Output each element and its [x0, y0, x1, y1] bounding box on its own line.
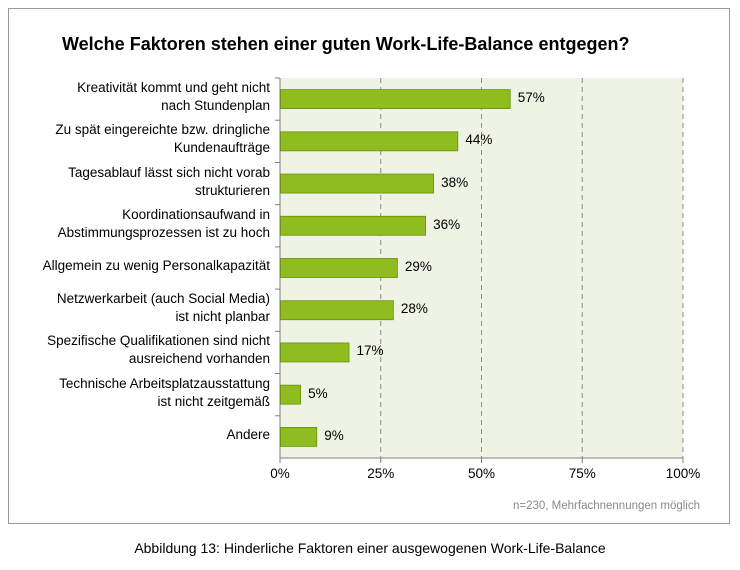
- x-tick-label: 50%: [467, 466, 496, 481]
- category-label: Zu spät eingereichte bzw. dringliche Kun…: [55, 122, 270, 156]
- category-label: Technische Arbeitsplatzausstattung ist n…: [59, 375, 270, 409]
- bar: [280, 173, 435, 194]
- figure-caption: Abbildung 13: Hinderliche Faktoren einer…: [134, 540, 606, 556]
- footnote: n=230, Mehrfachnennungen möglich: [512, 500, 700, 512]
- value-label: 36%: [433, 216, 461, 232]
- value-label: 28%: [400, 301, 428, 317]
- value-label: 29%: [404, 259, 432, 274]
- bar: [280, 215, 426, 236]
- value-label: 17%: [356, 343, 384, 359]
- value-label: 9%: [324, 427, 344, 443]
- category-label: Kreativität kommt und geht nicht nach St…: [77, 80, 270, 114]
- category-label: Allgemein zu wenig Personalkapazität: [42, 258, 270, 273]
- category-label: Koordinationsaufwand in Abstimmungsproze…: [57, 206, 270, 240]
- bar: [280, 384, 302, 405]
- bar: [280, 89, 511, 110]
- bar: [280, 300, 394, 321]
- category-label: Netzwerkarbeit (auch Social Media) ist n…: [56, 291, 270, 325]
- category-label: Tagesablauf lässt sich nicht vorab struk…: [68, 164, 270, 198]
- category-label: Andere: [226, 426, 270, 442]
- value-label: 5%: [308, 385, 328, 401]
- value-label: 38%: [441, 174, 469, 190]
- bar: [280, 426, 318, 447]
- x-tick-label: 75%: [568, 466, 596, 481]
- x-tick-label: 0%: [270, 466, 290, 481]
- category-label: Spezifische Qualifikationen sind nicht a…: [47, 333, 270, 367]
- x-tick-label: 25%: [367, 466, 395, 481]
- bar: [280, 342, 350, 363]
- bar: [280, 131, 459, 152]
- chart-title: Welche Faktoren stehen einer guten Work-…: [62, 34, 630, 54]
- x-tick-label: 100%: [665, 466, 701, 481]
- value-label: 57%: [517, 90, 545, 106]
- value-label: 44%: [465, 132, 493, 148]
- bar: [280, 258, 398, 278]
